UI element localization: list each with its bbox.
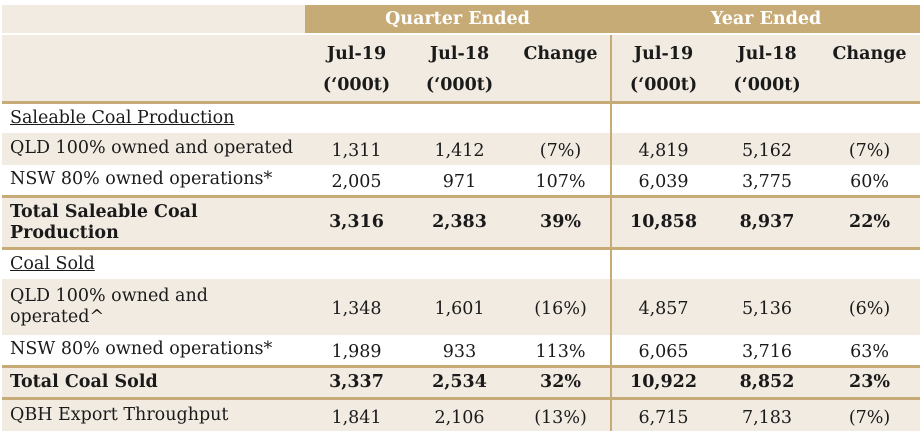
table-cell: 8,937 xyxy=(715,195,820,250)
section-title: Coal Sold xyxy=(2,248,305,279)
table-cell: 4,857 xyxy=(610,278,716,335)
row-label: NSW 80% owned operations* xyxy=(2,164,305,197)
table-cell: (7%) xyxy=(511,132,612,165)
col-header-y-jul18: Jul-18 (‘000t) xyxy=(715,34,820,103)
col-header-y-jul19: Jul-19 (‘000t) xyxy=(610,34,716,103)
row-label: Total Coal Sold xyxy=(2,365,305,400)
table-cell: 113% xyxy=(511,334,612,367)
table-cell: 6,065 xyxy=(610,334,716,367)
table-cell: (7%) xyxy=(819,398,921,431)
table-cell: 971 xyxy=(408,164,511,197)
table-cell: 933 xyxy=(408,334,511,367)
table-cell: 10,858 xyxy=(610,195,716,250)
table-cell: 1,601 xyxy=(408,278,511,335)
year-ended-header: Year Ended xyxy=(610,5,921,35)
row-label: Total Saleable Coal Production xyxy=(2,195,305,250)
table-cell: (6%) xyxy=(819,278,921,335)
table-row: NSW 80% owned operations* 2,005 971 107%… xyxy=(2,164,921,197)
table-cell: 3,716 xyxy=(715,334,820,367)
table-cell: (7%) xyxy=(819,132,921,165)
section-title: Saleable Coal Production xyxy=(2,101,305,133)
table-cell: (16%) xyxy=(511,278,612,335)
table-cell: 1,841 xyxy=(305,398,408,431)
table-cell: 22% xyxy=(819,195,921,250)
group-header-row: Quarter Ended Year Ended xyxy=(2,5,921,35)
table-cell: 3,775 xyxy=(715,164,820,197)
table-row: QLD 100% owned and operated^ 1,348 1,601… xyxy=(2,278,921,335)
section-row-sold: Coal Sold xyxy=(2,248,921,279)
table-cell: 2,383 xyxy=(408,195,511,250)
row-label: QBH Export Throughput xyxy=(2,398,305,431)
table-cell: 10,922 xyxy=(610,365,716,400)
total-row: Total Saleable Coal Production 3,316 2,3… xyxy=(2,195,921,250)
table-cell: 107% xyxy=(511,164,612,197)
table-row: QLD 100% owned and operated 1,311 1,412 … xyxy=(2,132,921,165)
col-header-q-jul18: Jul-18 (‘000t) xyxy=(408,34,511,103)
table-cell: 1,311 xyxy=(305,132,408,165)
coal-production-table: Quarter Ended Year Ended Jul-19 (‘000t) J… xyxy=(2,5,921,431)
table-cell: 39% xyxy=(511,195,612,250)
table-cell: 5,136 xyxy=(715,278,820,335)
table-cell: 6,039 xyxy=(610,164,716,197)
table-cell: 60% xyxy=(819,164,921,197)
column-header-row: Jul-19 (‘000t) Jul-18 (‘000t) Change Jul-1… xyxy=(2,34,921,103)
quarter-ended-header: Quarter Ended xyxy=(305,5,612,35)
row-label: QLD 100% owned and operated xyxy=(2,132,305,165)
table-cell: 8,852 xyxy=(715,365,820,400)
header-blank-cell xyxy=(2,5,305,35)
table-cell: 2,106 xyxy=(408,398,511,431)
table-cell: 3,316 xyxy=(305,195,408,250)
table-cell: (13%) xyxy=(511,398,612,431)
table-cell: 7,183 xyxy=(715,398,820,431)
table-cell: 2,005 xyxy=(305,164,408,197)
table-cell: 1,348 xyxy=(305,278,408,335)
table-cell: 2,534 xyxy=(408,365,511,400)
header-blank-cell xyxy=(2,34,305,103)
table-row: NSW 80% owned operations* 1,989 933 113%… xyxy=(2,334,921,367)
table-cell: 1,989 xyxy=(305,334,408,367)
table-cell: 23% xyxy=(819,365,921,400)
table-cell: 1,412 xyxy=(408,132,511,165)
table-cell: 3,337 xyxy=(305,365,408,400)
table-cell: 5,162 xyxy=(715,132,820,165)
col-header-q-jul19: Jul-19 (‘000t) xyxy=(305,34,408,103)
table-cell: 4,819 xyxy=(610,132,716,165)
row-label: QLD 100% owned and operated^ xyxy=(2,278,305,335)
total-row: Total Coal Sold 3,337 2,534 32% 10,922 8… xyxy=(2,365,921,400)
row-label: NSW 80% owned operations* xyxy=(2,334,305,367)
table-row: QBH Export Throughput 1,841 2,106 (13%) … xyxy=(2,398,921,431)
table-cell: 32% xyxy=(511,365,612,400)
col-header-y-change: Change xyxy=(819,34,921,103)
section-row-production: Saleable Coal Production xyxy=(2,101,921,133)
col-header-q-change: Change xyxy=(511,34,612,103)
table-cell: 63% xyxy=(819,334,921,367)
table-cell: 6,715 xyxy=(610,398,716,431)
